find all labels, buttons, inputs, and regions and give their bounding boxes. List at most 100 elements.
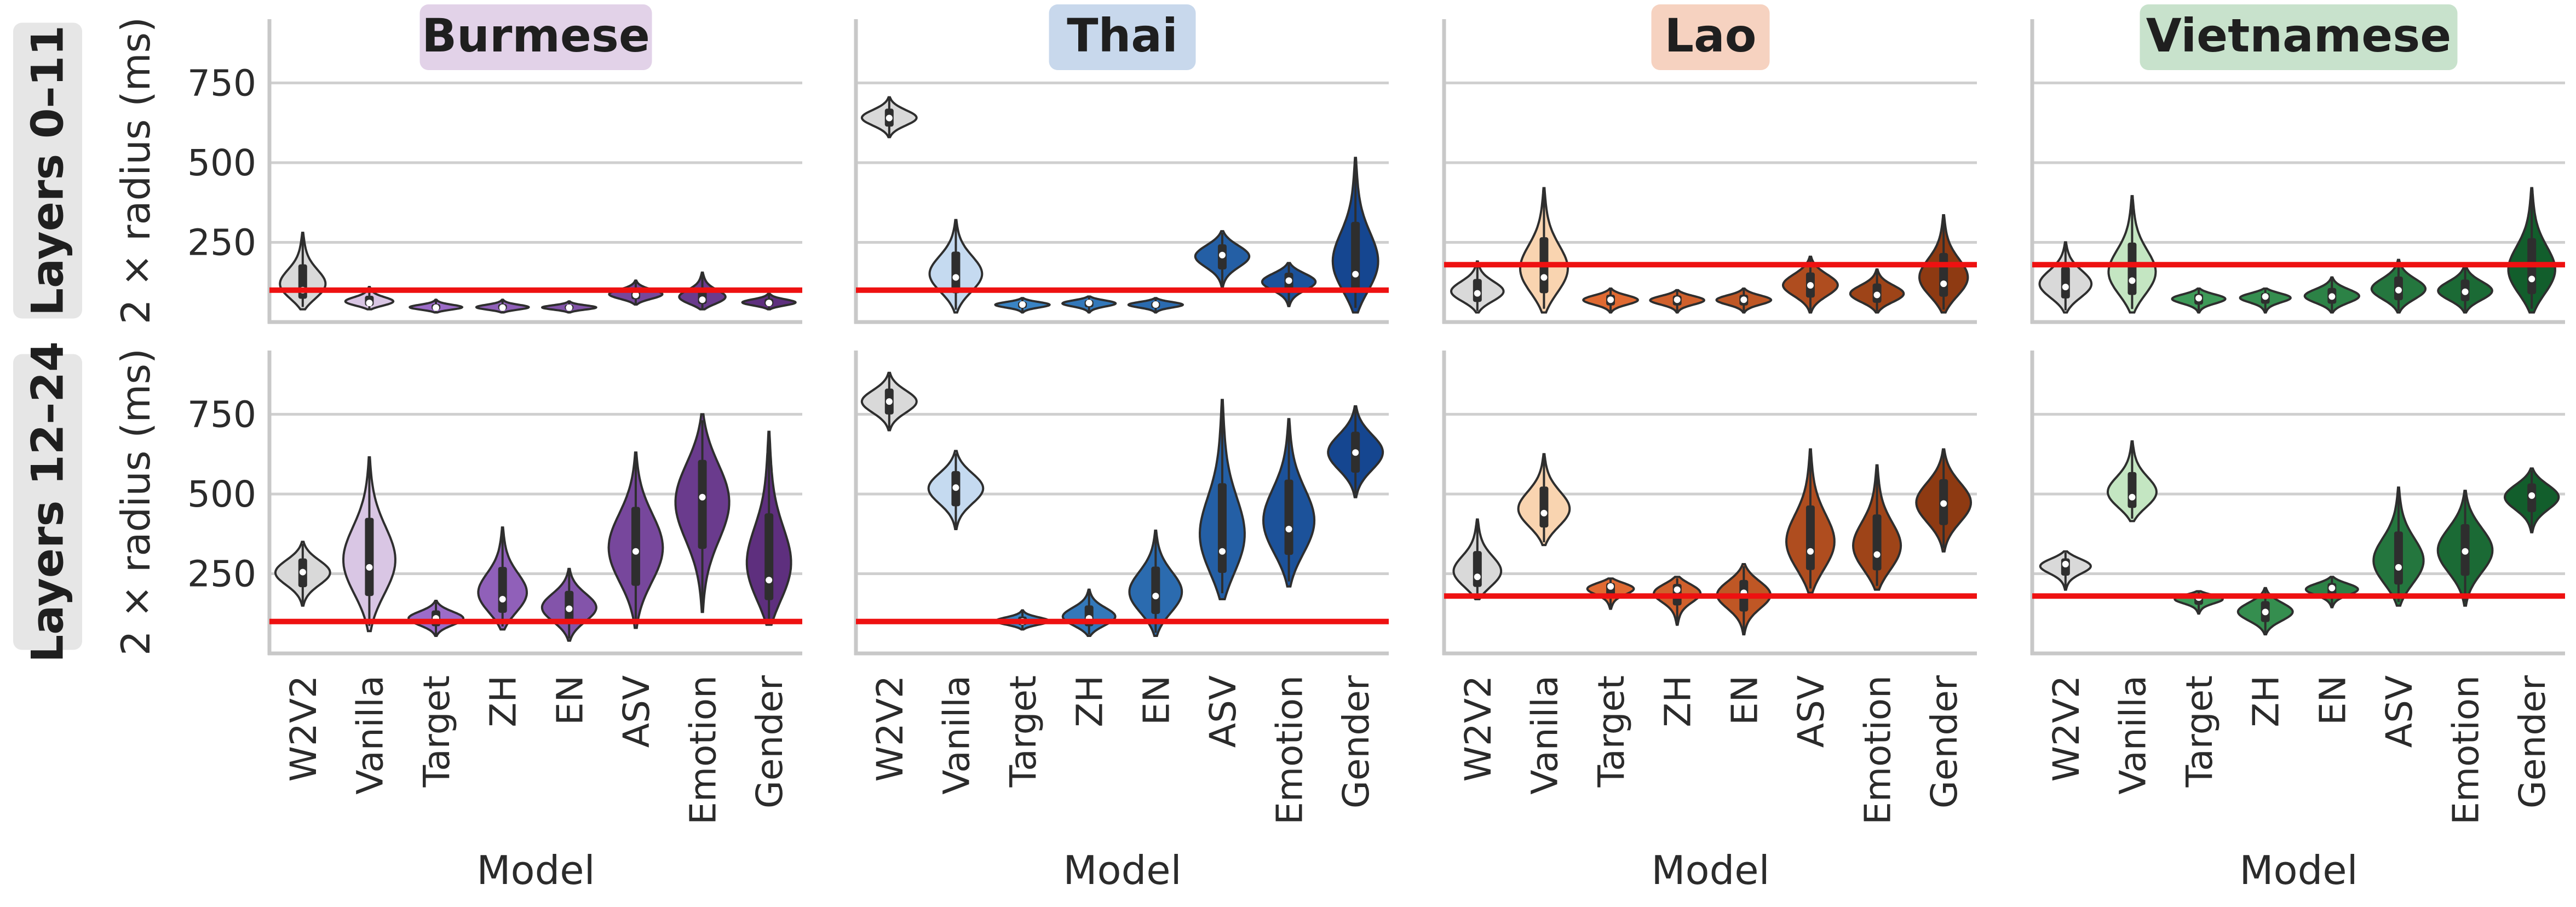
x-axis-title-thai: Model xyxy=(1063,847,1181,893)
y-tick-label-250-row1: 250 xyxy=(187,553,256,595)
median-dot-vietnamese-row0-emotion xyxy=(2462,288,2469,295)
x-tick-label-lao-emotion: Emotion xyxy=(1857,675,1899,825)
y-axis-title-row0: 2 × radius (ms) xyxy=(113,17,159,324)
median-dot-lao-row0-emotion xyxy=(1873,291,1881,298)
x-tick-label-thai-en: EN xyxy=(1135,675,1177,725)
median-dot-thai-row0-w2v2 xyxy=(886,114,893,122)
median-dot-thai-row1-w2v2 xyxy=(886,398,893,405)
median-dot-vietnamese-row0-zh xyxy=(2262,293,2269,300)
iqr-box-lao-row0-gender xyxy=(1939,252,1948,297)
x-tick-label-burmese-en: EN xyxy=(549,675,591,725)
median-dot-vietnamese-row1-zh xyxy=(2262,609,2269,616)
iqr-box-vietnamese-row1-vanilla xyxy=(2128,472,2137,508)
y-tick-label-500-row1: 500 xyxy=(187,473,256,515)
x-tick-label-vietnamese-asv: ASV xyxy=(2378,675,2420,748)
x-tick-label-vietnamese-en: EN xyxy=(2312,675,2354,725)
x-tick-label-lao-vanilla: Vanilla xyxy=(1523,675,1566,795)
median-dot-lao-row0-zh xyxy=(1674,296,1681,303)
median-dot-burmese-row1-en xyxy=(566,605,573,612)
x-tick-label-vietnamese-emotion: Emotion xyxy=(2445,675,2487,825)
column-title-thai: Thai xyxy=(1067,9,1178,62)
median-dot-lao-row0-en xyxy=(1740,296,1747,303)
median-dot-vietnamese-row1-asv xyxy=(2395,564,2402,571)
x-tick-label-thai-vanilla: Vanilla xyxy=(935,675,978,795)
x-tick-label-thai-w2v2: W2V2 xyxy=(869,675,911,782)
x-tick-label-burmese-gender: Gender xyxy=(749,675,791,808)
median-dot-thai-row0-gender xyxy=(1352,271,1359,278)
median-dot-vietnamese-row1-w2v2 xyxy=(2062,561,2069,568)
median-dot-vietnamese-row0-asv xyxy=(2395,286,2402,294)
median-dot-lao-row1-zh xyxy=(1674,586,1681,593)
x-tick-label-lao-target: Target xyxy=(1590,675,1632,788)
median-dot-vietnamese-row1-vanilla xyxy=(2129,493,2136,501)
median-dot-thai-row1-en xyxy=(1152,593,1159,600)
median-dot-thai-row0-emotion xyxy=(1285,277,1292,284)
median-dot-lao-row0-vanilla xyxy=(1540,274,1548,281)
median-dot-lao-row1-gender xyxy=(1940,500,1947,507)
x-tick-label-thai-zh: ZH xyxy=(1069,675,1111,727)
median-dot-thai-row0-asv xyxy=(1218,251,1226,259)
iqr-box-thai-row0-gender xyxy=(1351,222,1360,292)
median-dot-vietnamese-row1-en xyxy=(2328,584,2336,592)
median-dot-burmese-row1-w2v2 xyxy=(299,569,306,576)
x-tick-label-burmese-target: Target xyxy=(416,675,458,788)
median-dot-thai-row0-en xyxy=(1152,301,1159,308)
x-tick-label-vietnamese-w2v2: W2V2 xyxy=(2045,675,2088,782)
x-tick-label-vietnamese-target: Target xyxy=(2178,675,2221,788)
x-tick-label-burmese-zh: ZH xyxy=(482,675,525,727)
iqr-box-burmese-row0-w2v2 xyxy=(298,264,307,299)
x-tick-label-lao-zh: ZH xyxy=(1657,675,1699,727)
row-title-bg-row1 xyxy=(13,354,82,650)
column-title-lao: Lao xyxy=(1665,9,1757,62)
median-dot-lao-row1-target xyxy=(1607,583,1614,590)
median-dot-vietnamese-row0-vanilla xyxy=(2129,277,2136,284)
x-tick-label-lao-w2v2: W2V2 xyxy=(1457,675,1499,782)
median-dot-lao-row0-target xyxy=(1607,296,1614,303)
iqr-box-thai-row0-vanilla xyxy=(951,251,961,294)
iqr-box-vietnamese-row0-vanilla xyxy=(2128,242,2137,295)
median-dot-burmese-row0-zh xyxy=(499,304,506,311)
title-badge-lao xyxy=(1651,4,1770,70)
iqr-box-vietnamese-row0-w2v2 xyxy=(2061,267,2070,298)
iqr-box-lao-row1-asv xyxy=(1806,505,1815,570)
x-tick-label-vietnamese-zh: ZH xyxy=(2245,675,2287,727)
median-dot-burmese-row0-vanilla xyxy=(366,300,373,307)
x-tick-label-burmese-w2v2: W2V2 xyxy=(283,675,325,782)
iqr-box-lao-row1-w2v2 xyxy=(1473,551,1482,587)
x-tick-label-lao-en: EN xyxy=(1723,675,1766,725)
iqr-box-burmese-row1-asv xyxy=(631,507,640,586)
x-tick-label-burmese-vanilla: Vanilla xyxy=(349,675,391,795)
x-axis-title-vietnamese: Model xyxy=(2239,847,2358,893)
row-title-row0: Layers 0–11 xyxy=(22,25,73,316)
median-dot-vietnamese-row0-gender xyxy=(2528,275,2535,283)
median-dot-burmese-row1-emotion xyxy=(699,493,706,501)
iqr-box-lao-row1-emotion xyxy=(1872,514,1882,571)
median-dot-burmese-row0-emotion xyxy=(699,296,706,303)
median-dot-lao-row0-w2v2 xyxy=(1474,290,1481,297)
iqr-box-burmese-row1-zh xyxy=(498,567,507,613)
y-tick-label-750-row0: 750 xyxy=(187,62,256,104)
median-dot-vietnamese-row0-w2v2 xyxy=(2062,283,2069,290)
x-tick-label-thai-gender: Gender xyxy=(1335,675,1377,808)
median-dot-burmese-row0-asv xyxy=(632,291,639,298)
median-dot-burmese-row0-en xyxy=(566,304,573,311)
x-tick-label-burmese-emotion: Emotion xyxy=(682,675,725,825)
x-axis-title-lao: Model xyxy=(1651,847,1769,893)
title-badge-thai xyxy=(1049,4,1196,70)
median-dot-thai-row1-asv xyxy=(1218,548,1226,555)
iqr-box-burmese-row1-gender xyxy=(764,513,774,600)
median-dot-lao-row1-vanilla xyxy=(1540,509,1548,516)
median-dot-thai-row0-vanilla xyxy=(952,274,959,281)
x-tick-label-thai-emotion: Emotion xyxy=(1269,675,1311,825)
median-dot-burmese-row0-gender xyxy=(766,300,773,307)
x-tick-label-thai-target: Target xyxy=(1002,675,1044,788)
row-title-bg-row0 xyxy=(13,22,82,319)
median-dot-lao-row0-gender xyxy=(1940,280,1947,288)
median-dot-vietnamese-row0-en xyxy=(2328,293,2336,300)
median-dot-burmese-row0-target xyxy=(433,304,440,311)
y-tick-label-250-row0: 250 xyxy=(187,221,256,263)
median-dot-burmese-row1-vanilla xyxy=(366,564,373,571)
title-badge-vietnamese xyxy=(2140,4,2458,70)
median-dot-burmese-row1-zh xyxy=(499,596,506,603)
